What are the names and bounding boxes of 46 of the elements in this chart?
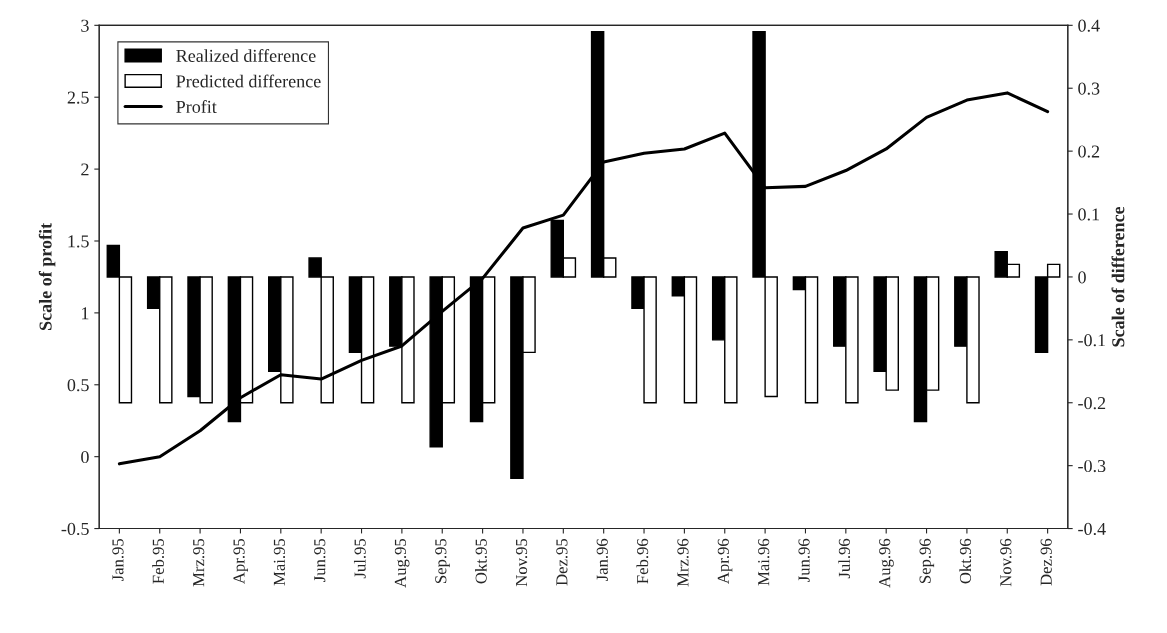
x-tick-label: Apr.96 (717, 538, 733, 584)
y2-tick-label: 0.1 (1078, 208, 1100, 221)
y-axis-title: Scale of profit (38, 223, 56, 330)
y2-tick-label: 0 (1078, 271, 1086, 284)
y-tick-label: 1 (82, 307, 89, 320)
x-tick-label: Okt.95 (475, 538, 487, 584)
x-tick-label: Aug.95 (394, 538, 410, 588)
x-tick-label: Aug.96 (879, 538, 894, 588)
y2-tick-label: 0.4 (1078, 19, 1100, 32)
y-tick-label: 1.5 (68, 235, 89, 248)
y2-tick-label: -0.2 (1078, 397, 1106, 410)
x-tick-label: Jun.96 (798, 538, 810, 582)
x-tick-label: Mai.95 (273, 538, 286, 586)
x-tick-label: Feb.95 (152, 538, 164, 584)
x-tick-label: Mai.96 (758, 538, 770, 586)
x-tick-label: Jan.96 (596, 538, 608, 581)
x-tick-label: Jul.96 (838, 538, 851, 579)
x-tick-label: Dez.95 (556, 538, 568, 586)
y-tick-label: 2.5 (67, 91, 89, 104)
y-tick-label: 2 (81, 163, 89, 176)
legend-label: Profit (176, 100, 217, 113)
x-tick-label: Jul.95 (353, 538, 366, 579)
x-tick-label: Nov.96 (1000, 538, 1012, 587)
y-tick-label: -0.5 (61, 522, 89, 536)
legend-label: Predicted difference (176, 74, 321, 88)
legend-label: Realized difference (176, 49, 316, 62)
x-tick-label: Nov.95 (515, 538, 528, 587)
y2-tick-label: -0.4 (1078, 522, 1106, 536)
y-tick-label: 3 (81, 19, 89, 32)
x-tick-label: Mrz.95 (193, 538, 205, 587)
x-tick-label: Sep.95 (435, 538, 450, 583)
x-tick-label: Mrz.96 (677, 538, 689, 587)
x-tick-label: Jan.95 (112, 538, 124, 581)
y2-tick-label: 0.3 (1078, 82, 1100, 95)
x-tick-label: Apr.95 (233, 538, 249, 584)
y2-tick-label: 0.2 (1078, 145, 1100, 158)
x-tick-label: Sep.96 (919, 538, 935, 583)
x-tick-label: Jun.95 (314, 538, 326, 582)
x-tick-label: Okt.96 (959, 538, 972, 584)
y-tick-label: 0 (81, 450, 89, 464)
x-tick-label: Feb.96 (636, 538, 649, 584)
y2-tick-label: -0.3 (1078, 459, 1106, 473)
y-tick-label: 0.5 (67, 379, 89, 392)
y2-tick-label: -0.1 (1078, 334, 1106, 347)
y2-axis-title: Scale of difference (1111, 206, 1125, 347)
x-tick-label: Dez.96 (1040, 538, 1052, 586)
